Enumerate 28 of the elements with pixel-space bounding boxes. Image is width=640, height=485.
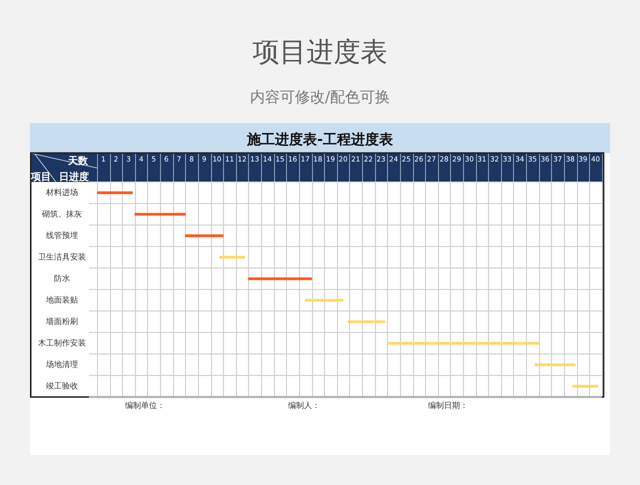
bar xyxy=(134,212,186,216)
bar xyxy=(534,363,576,366)
chart-title: 项目进度表 xyxy=(252,36,388,70)
y-tick-label: 场地清理 xyxy=(45,360,78,369)
y-tick-label: 木工制作安装 xyxy=(38,338,86,348)
bar xyxy=(348,320,386,324)
y-tick-label: 砌筑、抹灰 xyxy=(41,209,82,218)
y-axis-title: 项目 xyxy=(31,171,51,184)
text: 施工进度表-工程进度表 xyxy=(246,131,394,149)
bar xyxy=(97,191,133,194)
chart-subtitle: 内容可修改/配色可换 xyxy=(248,88,392,107)
y-tick-label: 墙面粉刷 xyxy=(45,316,78,326)
y-tick-label: 竣工验收 xyxy=(46,381,78,390)
text: 编制日期： xyxy=(428,400,468,411)
text: 日进度 xyxy=(59,170,89,184)
y-tick-label: 卫生洁具安装 xyxy=(38,252,86,262)
text: 编制单位： xyxy=(125,400,165,411)
bar xyxy=(386,342,540,345)
y-tick-label: 防水 xyxy=(54,274,70,283)
text: 编制人： xyxy=(288,400,320,411)
y-tick-label: 材料进场 xyxy=(45,188,78,197)
bar xyxy=(248,277,312,280)
bar xyxy=(304,298,344,302)
y-tick-label: 地面装贴 xyxy=(45,295,78,304)
bar xyxy=(185,234,224,238)
bar xyxy=(219,256,245,259)
y-tick-label: 线管预埋 xyxy=(46,230,78,240)
bar xyxy=(572,384,598,388)
